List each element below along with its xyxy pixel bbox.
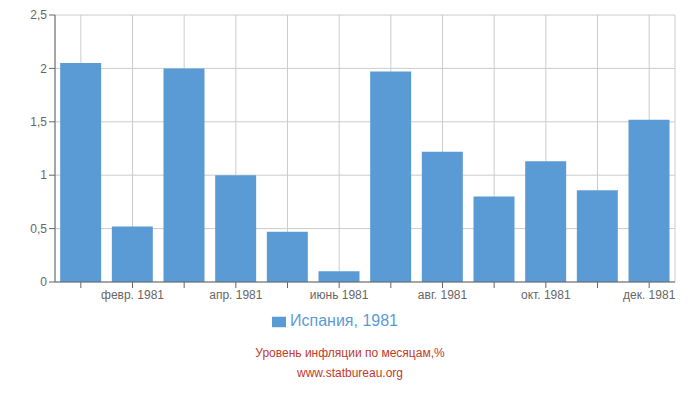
html-text:Испания, 1981: Испания, 1981 [290, 312, 398, 329]
svg-text:июнь 1981: июнь 1981 [310, 288, 369, 302]
svg-text:апр. 1981: апр. 1981 [209, 288, 263, 302]
svg-text:авг. 1981: авг. 1981 [418, 288, 468, 302]
html-text:www.statbureau.org: www.statbureau.org [297, 366, 403, 380]
svg-text:0,5: 0,5 [30, 222, 47, 236]
svg-text:1: 1 [40, 168, 47, 182]
svg-text:окт. 1981: окт. 1981 [521, 288, 571, 302]
html-text:Уровень инфляции по месяцам,%: Уровень инфляции по месяцам,% [255, 346, 445, 360]
svg-text:дек. 1981: дек. 1981 [623, 288, 676, 302]
svg-text:0: 0 [40, 275, 47, 289]
svg-text:февр. 1981: февр. 1981 [101, 288, 164, 302]
svg-text:2: 2 [40, 62, 47, 76]
svg-text:1,5: 1,5 [30, 115, 47, 129]
svg-text:2,5: 2,5 [30, 8, 47, 22]
